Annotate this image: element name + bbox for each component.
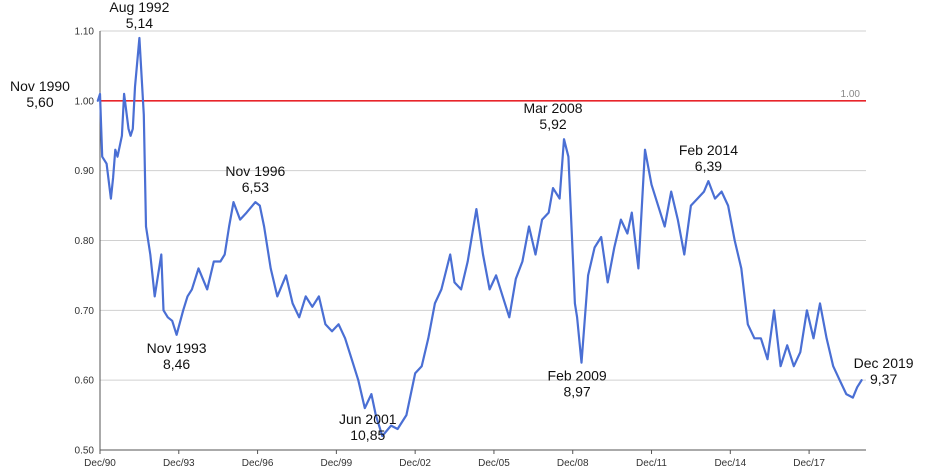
- annotation-label-date: Nov 1993: [147, 340, 207, 356]
- x-tick-label: Dec/17: [793, 458, 825, 469]
- annotation-label-date: Aug 1992: [109, 0, 169, 15]
- y-tick-label: 0.70: [75, 306, 95, 317]
- annotation-label-date: Feb 2014: [679, 142, 738, 158]
- annotation-label-date: Jun 2001: [339, 411, 397, 427]
- y-tick-label: 0.50: [75, 446, 95, 457]
- annotation-label-value: 10,85: [350, 427, 385, 443]
- annotation-label-value: 5,60: [26, 94, 53, 110]
- annotation-label-value: 8,97: [563, 384, 590, 400]
- x-tick-label: Dec/99: [321, 458, 353, 469]
- annotation-label-value: 5,14: [126, 15, 153, 31]
- y-tick-label: 0.60: [75, 376, 95, 387]
- x-tick-label: Dec/11: [636, 458, 667, 469]
- series-line-0: [96, 36, 863, 438]
- annotation-label-value: 8,46: [163, 356, 190, 372]
- x-tick-label: Dec/05: [478, 458, 510, 469]
- y-tick-label: 1.00: [75, 96, 95, 107]
- annotation-label-date: Mar 2008: [523, 100, 582, 116]
- x-tick-label: Dec/96: [242, 458, 274, 469]
- reference-line-label: 1.00: [841, 89, 861, 100]
- x-tick-label: Dec/08: [557, 458, 589, 469]
- y-tick-label: 0.90: [75, 166, 95, 177]
- reference-line-group: 1.00: [100, 89, 866, 102]
- x-tick-label: Dec/14: [714, 458, 746, 469]
- grid-lines: [100, 30, 866, 451]
- annotation-label-date: Nov 1996: [225, 163, 285, 179]
- x-tick-label: Dec/02: [399, 458, 431, 469]
- annotation-label-date: Nov 1990: [10, 78, 70, 94]
- y-tick-label: 0.80: [75, 236, 95, 247]
- axes: 0.50 0.60 0.70 0.80 0.90 1.00 1.10 Dec/90 Dec/93…: [75, 27, 866, 469]
- annotation-label-value: 9,37: [870, 371, 897, 387]
- x-tick-label: Dec/90: [84, 458, 116, 469]
- annotation-label-value: 5,92: [539, 116, 566, 132]
- annotation-label-value: 6,39: [695, 158, 722, 174]
- annotation-label-date: Dec 2019: [854, 355, 914, 371]
- series-group: [96, 36, 863, 438]
- annotation-label-date: Feb 2009: [548, 368, 607, 384]
- annotation-label-value: 6,53: [242, 179, 269, 195]
- y-tick-label: 1.10: [75, 27, 95, 38]
- x-tick-label: Dec/93: [163, 458, 195, 469]
